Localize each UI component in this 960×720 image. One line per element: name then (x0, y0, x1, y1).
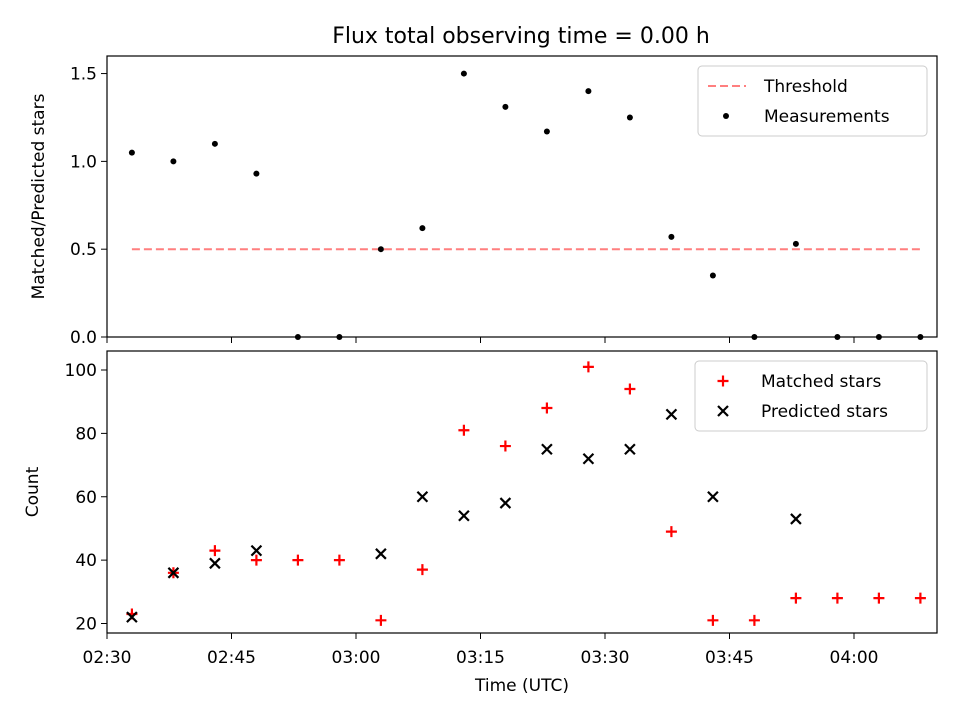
bottom-panel: 20 40 60 80 100 02:30 02:45 03:00 03:15 03:30 03:4… (23, 350, 938, 696)
predicted-stars-point (126, 611, 138, 623)
y-tick-label: 60 (75, 488, 97, 508)
matched-stars-point (665, 526, 677, 538)
x-tick-label: 03:30 (581, 648, 630, 668)
measurement-point (253, 170, 260, 177)
predicted-stars-point (790, 513, 802, 525)
predicted-stars-point (416, 490, 429, 503)
matched-stars-point (333, 554, 345, 566)
y-tick-label: 0.0 (70, 328, 97, 348)
matched-stars-point (873, 592, 885, 604)
y-tick-label: 100 (65, 361, 97, 381)
measurement-point (792, 240, 799, 247)
x-tick-label: 04:00 (830, 648, 879, 668)
legend-label: Predicted stars (761, 402, 888, 422)
measurement-point (377, 246, 384, 253)
top-panel: 0.0 0.5 1.0 1.5 Matched/Predicted stars Thres… (29, 55, 938, 348)
measurement-point (170, 158, 177, 165)
measurement-point (543, 128, 550, 135)
predicted-stars-point (209, 557, 221, 570)
measurement-point (668, 233, 675, 240)
y-tick-label: 1.0 (70, 152, 97, 172)
x-tick-label: 02:30 (83, 648, 132, 668)
x-tick-label: 03:45 (705, 648, 754, 668)
legend-box (694, 360, 928, 432)
y-tick-label: 1.5 (70, 65, 97, 85)
y-tick-label: 80 (75, 424, 97, 444)
legend-matched-swatch (717, 375, 729, 387)
x-axis-label: Time (UTC) (474, 676, 569, 696)
legend-measurement-swatch (723, 113, 729, 119)
legend-label: Measurements (764, 107, 890, 127)
y-tick-label: 20 (75, 614, 97, 634)
measurement-point (709, 272, 716, 279)
y-axis-label: Matched/Predicted stars (29, 93, 49, 299)
matched-stars-point (499, 440, 511, 452)
legend-predicted-swatch (717, 405, 729, 417)
predicted-stars-point (707, 490, 719, 503)
axes-frame (106, 350, 938, 634)
matched-stars-point (292, 554, 304, 566)
matched-stars-point (831, 592, 843, 604)
matched-stars-point (582, 361, 594, 373)
predicted-stars-point (167, 567, 180, 579)
x-tick-label: 03:15 (456, 648, 505, 668)
legend-label: Matched stars (761, 372, 881, 392)
matched-stars-point (458, 424, 470, 436)
x-tick-label: 03:00 (332, 648, 381, 668)
chart-title: Flux total observing time = 0.00 h (332, 24, 710, 49)
predicted-stars-point (250, 544, 263, 557)
matched-stars-point (624, 383, 636, 395)
measurement-point (502, 103, 509, 110)
matched-stars-point (541, 402, 553, 414)
predicted-stars-point (624, 443, 636, 456)
axes-frame (106, 55, 938, 338)
y-tick-label: 40 (75, 551, 97, 571)
measurement-point (128, 149, 135, 156)
matched-stars-point (748, 614, 760, 626)
matched-stars-point (209, 545, 221, 557)
matched-stars-point (707, 614, 719, 626)
y-axis-label: Count (23, 466, 43, 517)
predicted-stars-point (458, 509, 470, 522)
measurement-point (585, 88, 592, 95)
predicted-stars-point (665, 408, 678, 421)
x-tick-label: 02:45 (207, 648, 256, 668)
matched-stars-point (914, 592, 926, 604)
matched-stars-point (416, 564, 428, 576)
predicted-stars-point (582, 452, 595, 465)
y-tick-label: 0.5 (70, 240, 97, 260)
predicted-stars-point (375, 548, 387, 560)
measurement-point (626, 114, 633, 121)
matched-stars-point (375, 614, 387, 626)
measurement-point (211, 140, 218, 147)
legend-box (697, 65, 928, 137)
measurement-point (460, 70, 467, 77)
legend-label: Threshold (763, 77, 848, 97)
predicted-stars-point (541, 443, 553, 456)
measurement-point (419, 225, 426, 232)
matched-stars-point (790, 592, 802, 604)
matched-stars-point (250, 554, 262, 566)
predicted-stars-point (499, 497, 512, 509)
